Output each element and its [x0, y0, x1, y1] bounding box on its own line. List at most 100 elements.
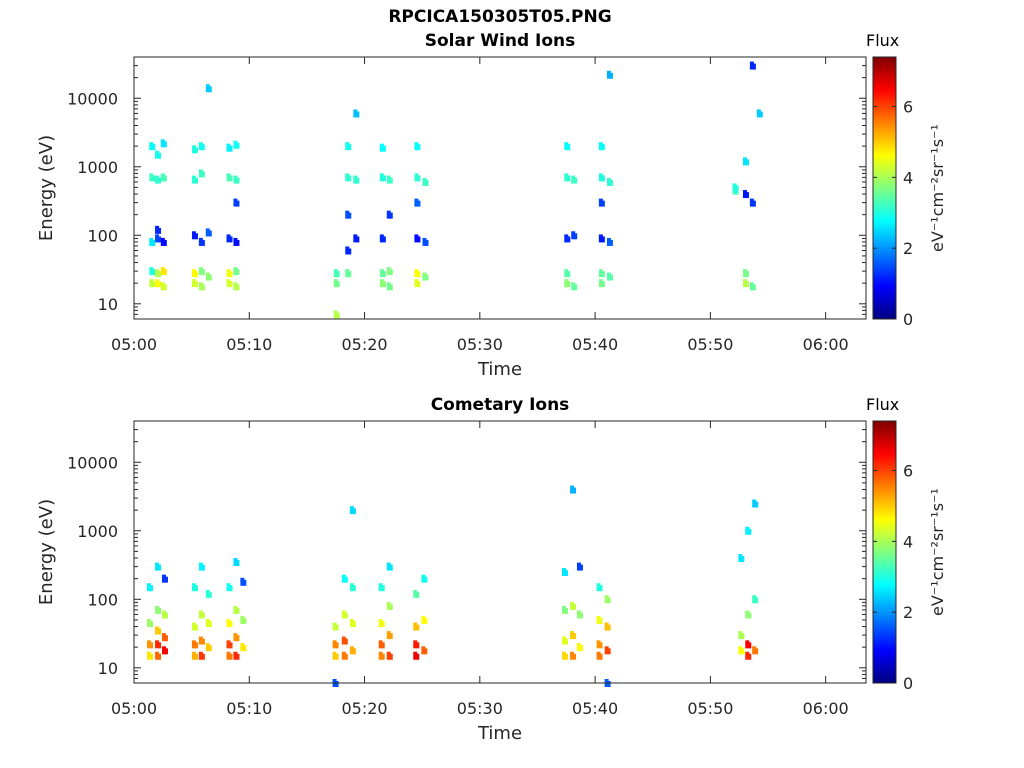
flux-cell — [564, 142, 569, 151]
flux-cell — [160, 173, 165, 182]
flux-cell — [596, 583, 601, 592]
flux-cell — [345, 173, 350, 182]
flux-cell — [561, 605, 566, 614]
y-tick-label: 1000 — [77, 522, 118, 541]
flux-cell — [194, 147, 198, 154]
flux-cell — [345, 142, 350, 151]
flux-cell — [333, 269, 338, 278]
flux-cell — [748, 528, 752, 535]
flux-cell — [236, 653, 240, 660]
flux-cell — [191, 231, 196, 240]
y-tick-label: 10000 — [67, 453, 118, 472]
flux-cell — [226, 651, 231, 660]
flux-cell — [208, 230, 212, 237]
flux-cell — [570, 601, 575, 610]
flux-cell — [332, 622, 337, 631]
flux-cell — [226, 269, 231, 278]
flux-cell — [345, 269, 350, 278]
flux-cell — [158, 152, 162, 159]
flux-cell — [561, 568, 566, 577]
flux-cell — [201, 638, 205, 645]
flux-cell — [158, 653, 162, 660]
flux-cell — [226, 583, 231, 592]
flux-cell — [752, 499, 757, 508]
flux-cell — [236, 607, 240, 614]
flux-cell — [576, 610, 581, 619]
flux-cell — [333, 279, 338, 288]
flux-cell — [349, 619, 354, 628]
flux-cell — [229, 236, 233, 243]
flux-cell — [381, 653, 385, 660]
flux-cell — [352, 621, 356, 628]
flux-cell — [389, 603, 393, 610]
flux-cell — [735, 185, 739, 192]
flux-cell — [226, 640, 231, 649]
flux-cell — [198, 142, 203, 151]
flux-cell — [155, 279, 160, 288]
y-tick-label: 100 — [87, 226, 118, 245]
flux-cell — [599, 653, 603, 660]
flux-cell — [378, 619, 383, 628]
flux-cell — [191, 583, 196, 592]
flux-cell — [422, 272, 427, 281]
flux-cell — [229, 585, 233, 592]
flux-cell — [152, 269, 156, 276]
flux-cell — [201, 612, 205, 619]
flux-cell — [335, 653, 339, 660]
flux-cell — [152, 281, 156, 288]
flux-cell — [599, 585, 603, 592]
flux-cell — [236, 239, 240, 246]
flux-cell — [149, 267, 154, 276]
flux-cell — [236, 269, 240, 276]
flux-cell — [194, 585, 198, 592]
flux-cell — [233, 651, 238, 660]
flux-cell — [345, 246, 350, 255]
flux-cell — [576, 562, 581, 571]
flux-cell — [606, 272, 611, 281]
flux-cell — [160, 237, 165, 246]
flux-cell — [336, 312, 340, 319]
flux-cell — [389, 177, 393, 184]
flux-cell — [413, 640, 418, 649]
x-tick-label: 05:50 — [687, 699, 733, 718]
flux-cell — [161, 646, 166, 655]
flux-cell — [353, 234, 358, 243]
flux-cell — [194, 281, 198, 288]
flux-cell — [233, 175, 238, 184]
flux-cell — [345, 210, 350, 219]
flux-cell — [579, 612, 583, 619]
flux-cell — [236, 560, 240, 567]
flux-cell — [146, 619, 151, 628]
flux-cell — [738, 631, 743, 640]
flux-cell — [571, 231, 576, 240]
p1-colorbar — [872, 56, 897, 320]
flux-cell — [191, 269, 196, 278]
flux-cell — [229, 621, 233, 628]
flux-cell — [155, 562, 160, 571]
flux-cell — [389, 212, 393, 219]
flux-cell — [341, 636, 346, 645]
flux-cell — [417, 200, 421, 207]
flux-cell — [344, 653, 348, 660]
flux-cell — [155, 640, 160, 649]
flux-cell — [341, 651, 346, 660]
flux-cell — [229, 653, 233, 660]
flux-cell — [596, 651, 601, 660]
flux-cell — [191, 175, 196, 184]
p1-y-axis-label: Energy (eV) — [36, 135, 57, 241]
flux-cell — [348, 212, 352, 219]
flux-cell — [606, 177, 611, 186]
flux-cell — [421, 574, 426, 583]
flux-cell — [236, 177, 240, 184]
flux-cell — [378, 640, 383, 649]
flux-cell — [240, 615, 245, 624]
flux-cell — [163, 239, 167, 246]
flux-cell — [344, 612, 348, 619]
p2-axes-frame — [133, 420, 867, 684]
flux-cell — [164, 635, 168, 642]
flux-cell — [341, 610, 346, 619]
flux-cell — [599, 617, 603, 624]
flux-cell — [146, 640, 151, 649]
panel2-title: Cometary Ions — [430, 395, 570, 415]
flux-cell — [229, 175, 233, 182]
